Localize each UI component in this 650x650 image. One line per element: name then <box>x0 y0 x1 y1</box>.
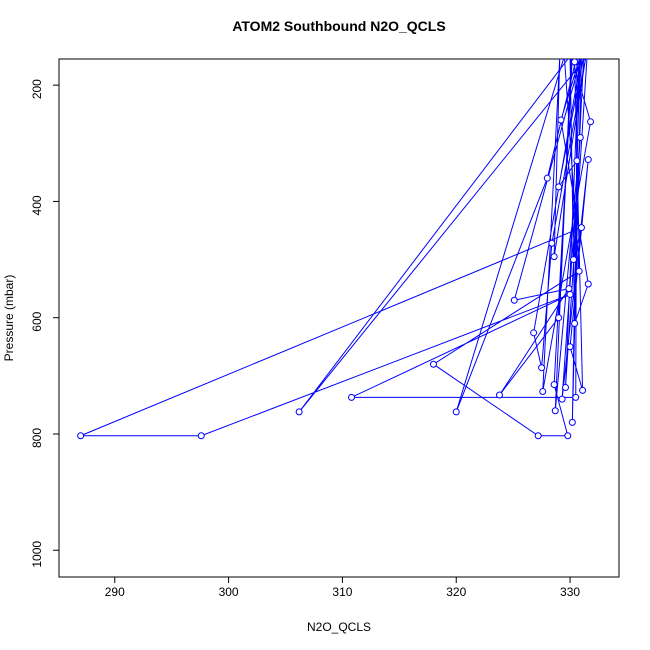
data-point <box>584 59 588 60</box>
data-point <box>571 59 579 66</box>
y-tick-label: 800 <box>30 428 44 448</box>
data-point <box>575 267 583 275</box>
data-point <box>551 407 559 415</box>
data-point <box>550 253 558 261</box>
data-point <box>573 157 581 165</box>
data-point <box>562 59 567 60</box>
data-point <box>568 59 573 60</box>
data-point <box>557 59 562 60</box>
data-point <box>579 59 584 60</box>
data-point <box>534 432 542 440</box>
data-point <box>579 59 584 60</box>
data-point <box>574 59 579 60</box>
data-point <box>510 296 518 304</box>
data-point <box>579 386 587 394</box>
data-point <box>577 59 582 60</box>
data-point <box>555 183 563 191</box>
data-point <box>558 395 566 403</box>
x-tick-label: 300 <box>219 585 239 599</box>
data-point <box>538 364 546 372</box>
data-point <box>585 59 590 60</box>
data-point <box>495 391 503 399</box>
data-point <box>566 343 574 351</box>
data-point <box>530 329 538 337</box>
data-point <box>569 256 577 264</box>
data-point <box>572 393 580 401</box>
data-point <box>587 118 595 126</box>
plot-area <box>77 59 595 440</box>
data-point <box>557 116 565 124</box>
data-point <box>548 239 556 247</box>
data-point <box>543 174 551 182</box>
x-tick-label: 320 <box>446 585 466 599</box>
data-point <box>564 432 572 440</box>
data-point <box>77 432 85 440</box>
data-point <box>348 393 356 401</box>
data-point <box>570 59 575 60</box>
data-point <box>584 156 592 164</box>
data-point <box>565 285 573 293</box>
y-tick-label: 600 <box>30 311 44 331</box>
data-point <box>555 314 563 322</box>
data-point <box>295 408 303 416</box>
data-point <box>568 418 576 426</box>
x-tick-label: 290 <box>105 585 125 599</box>
y-axis-label: Pressure (mbar) <box>2 275 16 362</box>
y-tick-label: 200 <box>30 79 44 99</box>
data-point <box>566 290 574 298</box>
data-point <box>571 320 579 328</box>
data-point <box>581 59 586 60</box>
x-tick-label: 330 <box>560 585 580 599</box>
y-tick-label: 400 <box>30 195 44 215</box>
x-tick-label: 310 <box>332 585 352 599</box>
data-line <box>80 59 592 437</box>
x-axis-label: N2O_QCLS <box>307 620 371 634</box>
data-point <box>562 383 570 391</box>
data-point <box>550 381 558 389</box>
data-point <box>429 360 437 368</box>
data-point <box>197 432 205 440</box>
chart-title: ATOM2 Southbound N2O_QCLS <box>232 18 445 34</box>
data-point <box>577 224 585 232</box>
data-point <box>539 388 547 396</box>
data-point <box>578 59 583 60</box>
y-tick-label: 1000 <box>30 541 44 568</box>
data-point <box>576 133 584 141</box>
data-point <box>584 280 592 288</box>
data-point <box>452 408 460 416</box>
plot-frame <box>58 58 620 578</box>
data-point <box>569 59 574 60</box>
